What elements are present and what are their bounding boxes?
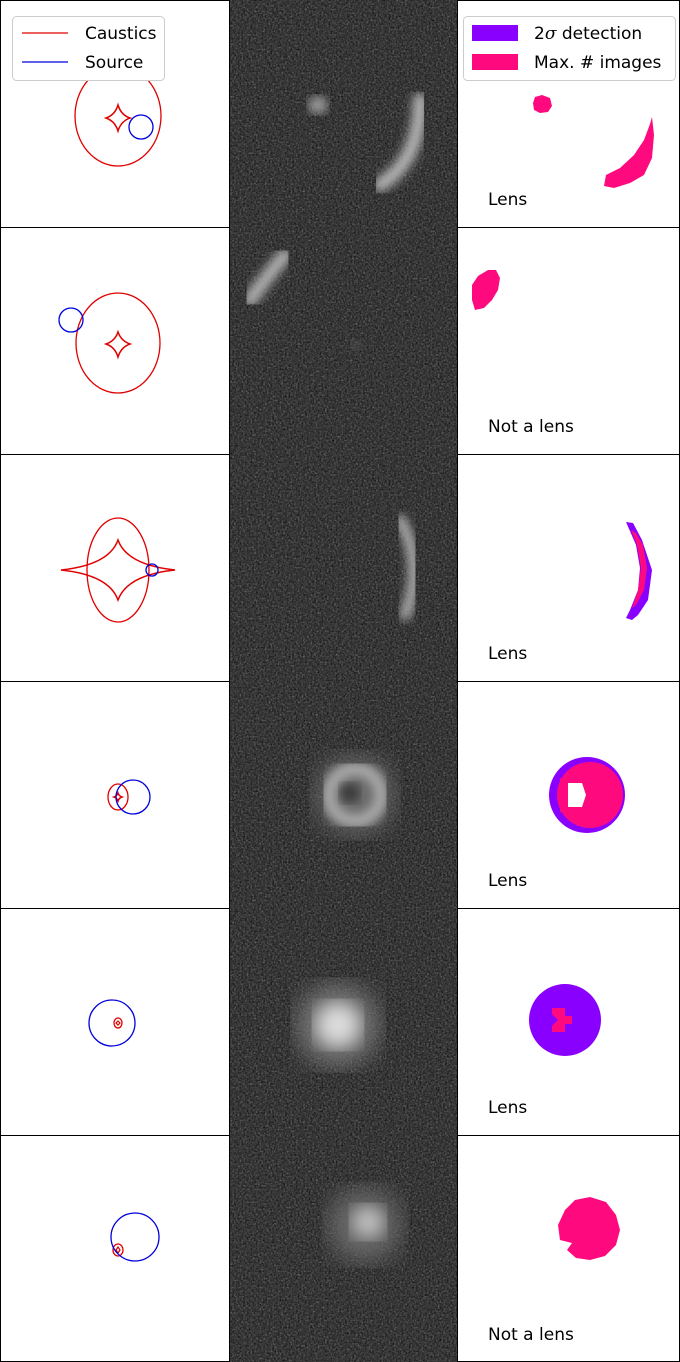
source-circle [145,563,159,577]
legend-caustics-source: Caustics Source [12,16,165,81]
legend-caustics-label: Caustics [85,24,157,44]
observed-image-row-1 [308,93,427,192]
legend-detection-label: 2σ detection [534,24,642,44]
legend-source-label: Source [85,53,143,73]
max-images-region [472,270,500,310]
detection-map-row-4 [549,757,625,833]
panel-border [0,227,230,455]
caustic-astroid [115,1020,121,1026]
max-images-region [557,762,623,828]
caustic-curve [75,292,161,394]
caustic-curve [112,1243,124,1257]
observed-image-row-2 [243,248,361,350]
caustic-astroid [103,329,133,360]
detection-map-row-2 [472,270,500,310]
observed-image-row-5 [298,985,378,1065]
detection-column: Lens Not a lens Lens Lens Lens Not a len… [457,0,680,1362]
image-column [230,0,457,1362]
panel-border [0,1135,230,1362]
max-images-region [558,1197,620,1260]
legend-max-images-label: Max. # images [534,53,662,73]
detection-region [626,522,652,620]
source-circle [128,114,154,140]
legend-detection-swatch [472,25,518,41]
legend-detection: 2σ detection Max. # images [463,16,676,81]
max-images-region [631,530,647,608]
classification-label-row-5: Lens [488,1098,527,1118]
observed-image-row-6 [329,1189,401,1261]
max-images-region [560,778,566,812]
classification-label-row-3: Lens [488,644,527,664]
detection-map-row-5 [529,984,601,1056]
source-circle [88,999,136,1047]
observed-image-row-3 [394,514,420,621]
panel-border [0,454,230,682]
classification-label-row-6: Not a lens [488,1325,574,1345]
classification-label-row-1: Lens [488,190,527,210]
caustic-curve [113,1017,123,1029]
caustic-astroid [103,102,133,134]
caustics-row-3 [60,517,176,623]
caustics-column: Caustics Source [0,0,230,1362]
classification-label-row-2: Not a lens [488,417,574,437]
source-circle [110,1212,160,1262]
panel-border [0,908,230,1136]
source-circle [58,307,84,333]
legend-max-images-swatch [472,54,518,70]
caustic-curve [86,517,150,623]
caustic-astroid [60,537,176,603]
caustics-row-6 [110,1212,160,1262]
detection-map-row-3 [626,522,652,620]
caustics-row-4 [107,779,151,815]
empty-region [568,783,586,807]
panel-border [0,681,230,909]
max-images-region [552,1008,572,1032]
caustic-curve [107,783,129,811]
max-images-region [533,95,552,113]
observed-image-row-4 [317,757,393,833]
panel-border [457,227,680,455]
caustics-row-5 [88,999,136,1047]
caustics-row-2 [58,292,161,394]
detection-map-row-6 [558,1197,620,1260]
caustic-astroid [115,1245,121,1255]
image-noise [230,0,457,1362]
classification-label-row-4: Lens [488,871,527,891]
source-circle [115,779,151,815]
max-images-region [604,117,654,188]
detection-map-row-1 [533,95,654,188]
